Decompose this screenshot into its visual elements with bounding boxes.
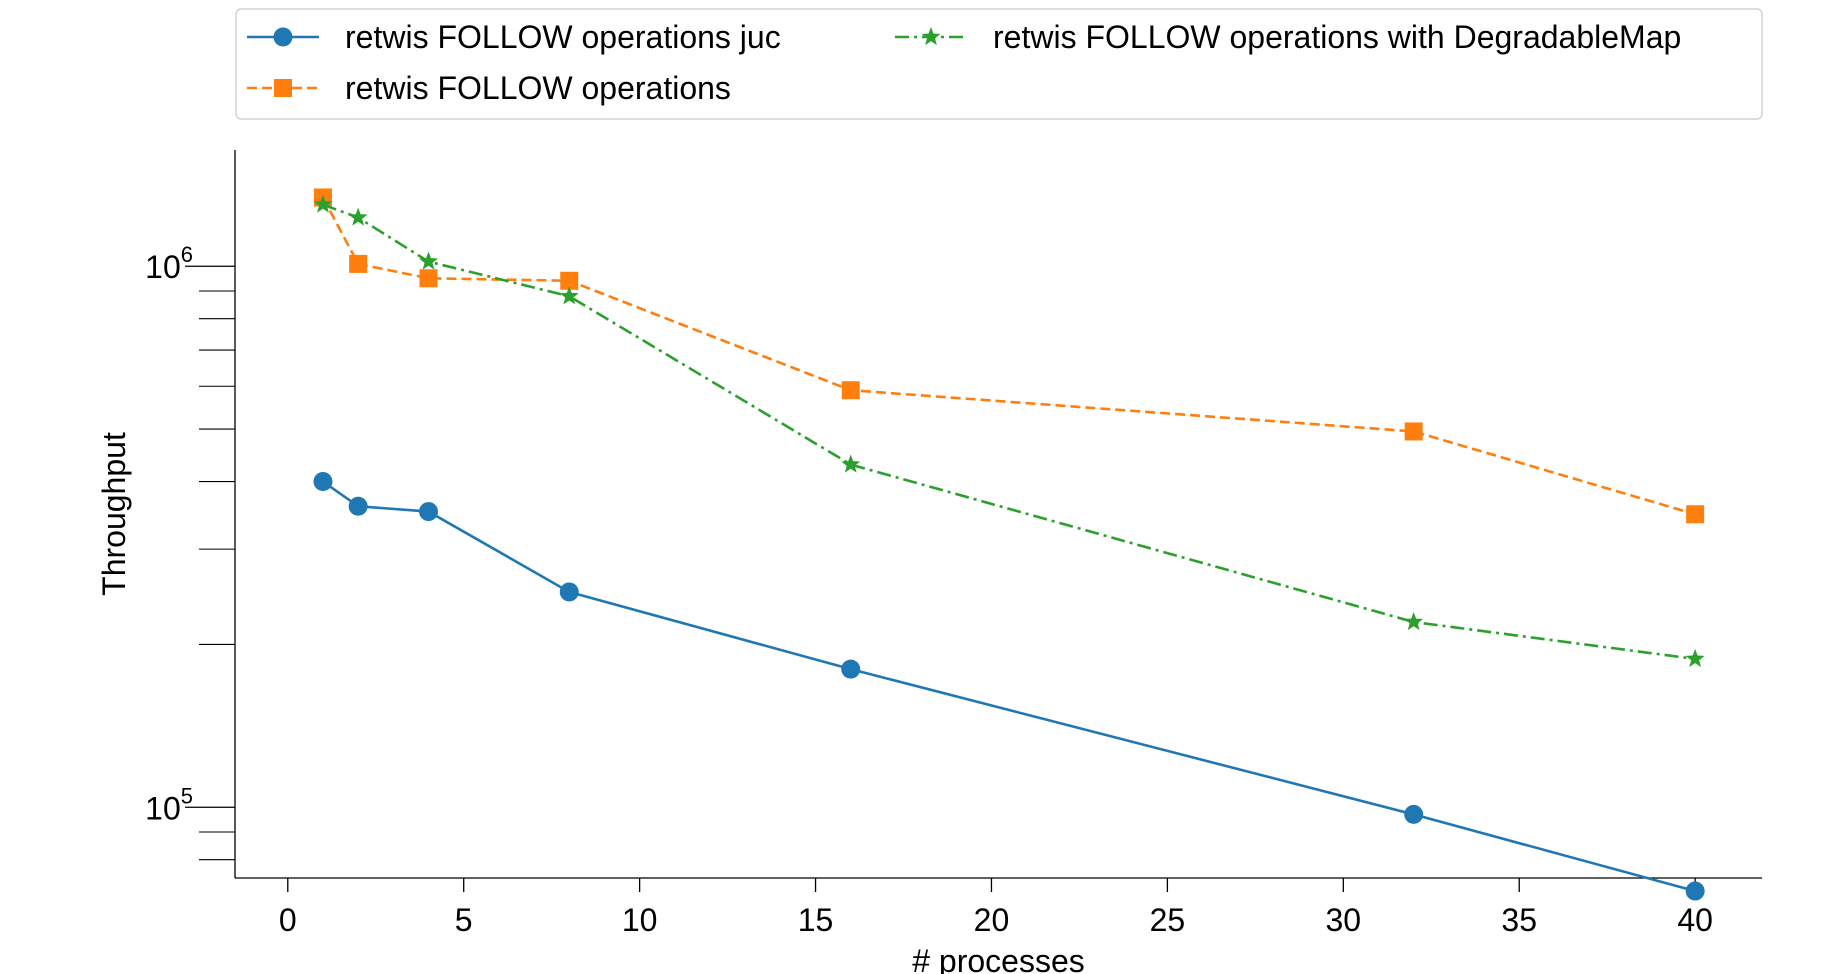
data-point	[559, 286, 579, 305]
legend-item-2: retwis FOLLOW operations	[247, 70, 731, 106]
legend: retwis FOLLOW operations juc retwis FOLLO…	[235, 8, 1763, 120]
x-tick-label: 25	[1150, 902, 1186, 938]
series-2	[313, 188, 1705, 524]
x-tick-label: 30	[1326, 902, 1362, 938]
y-tick-label: 105	[145, 783, 193, 826]
x-tick-label: 0	[279, 902, 297, 938]
data-point	[348, 207, 368, 226]
data-point	[841, 381, 860, 400]
x-tick-label: 15	[798, 902, 834, 938]
x-axis-label: # processes	[912, 943, 1085, 974]
x-tick-label: 10	[622, 902, 658, 938]
data-point	[349, 254, 368, 273]
x-tick-label: 35	[1501, 902, 1537, 938]
data-point	[559, 582, 579, 602]
data-point	[1404, 612, 1424, 631]
legend-marker	[274, 79, 292, 97]
data-point	[841, 659, 861, 679]
legend-marker	[921, 27, 941, 46]
legend-label: retwis FOLLOW operations	[345, 70, 731, 106]
legend-marker	[273, 27, 293, 47]
data-point	[560, 271, 579, 290]
series-1	[313, 472, 1705, 901]
x-tick-label: 20	[974, 902, 1010, 938]
data-point	[419, 502, 439, 522]
data-point	[1404, 804, 1424, 824]
series-3	[313, 194, 1705, 668]
data-point	[1685, 648, 1705, 668]
data-point	[419, 251, 439, 270]
legend-item-3: retwis FOLLOW operations with Degradable…	[895, 19, 1681, 55]
legend-label: retwis FOLLOW operations with Degradable…	[993, 19, 1681, 55]
x-tick-label: 5	[455, 902, 473, 938]
data-point	[313, 194, 333, 213]
x-tick-label: 40	[1677, 902, 1713, 938]
data-point	[1404, 422, 1423, 441]
data-point	[1686, 505, 1705, 524]
series-line	[322, 480, 1696, 893]
data-point	[841, 454, 861, 473]
data-point	[419, 269, 438, 288]
series-layer	[313, 188, 1705, 901]
y-axis-label: Throughput	[96, 432, 132, 596]
legend-frame	[235, 8, 1763, 120]
series-line	[322, 203, 1696, 661]
series-line	[321, 196, 1696, 516]
data-point	[313, 472, 333, 492]
data-point	[1685, 881, 1705, 901]
legend-label: retwis FOLLOW operations juc	[345, 19, 781, 55]
y-tick-label: 106	[145, 242, 193, 285]
axes: 0 5 10 15 20 25 30 35 40 105 106	[145, 150, 1762, 938]
data-point	[348, 496, 368, 516]
legend-item-1: retwis FOLLOW operations juc	[247, 19, 781, 55]
